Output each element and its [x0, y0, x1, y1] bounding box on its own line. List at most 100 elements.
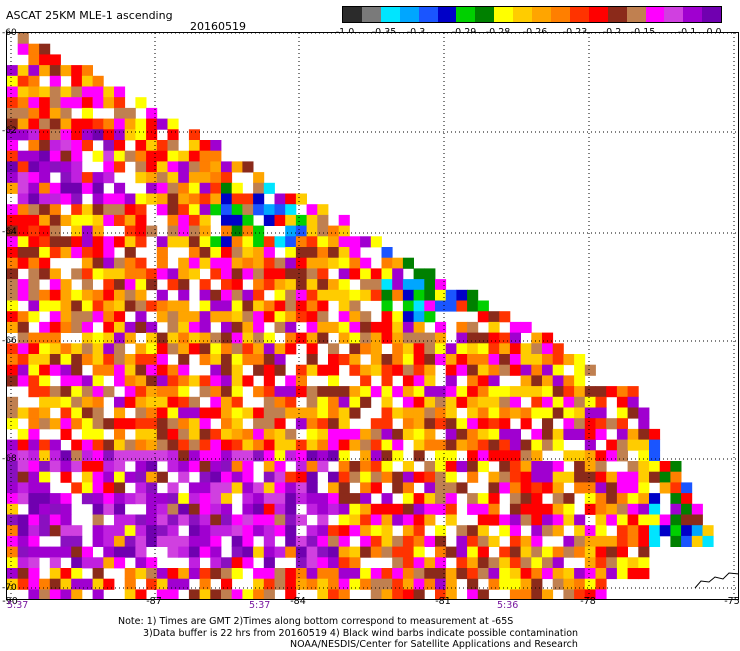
wind-cell: [402, 461, 414, 473]
wind-cell: [7, 493, 19, 505]
wind-cell: [178, 332, 190, 344]
wind-cell: [317, 311, 329, 323]
wind-cell: [392, 321, 404, 333]
wind-cell: [435, 546, 447, 558]
wind-cell: [509, 525, 521, 537]
wind-cell: [542, 375, 554, 387]
wind-cell: [178, 375, 190, 387]
wind-cell: [338, 439, 350, 451]
wind-cell: [199, 439, 211, 451]
wind-cell: [552, 503, 564, 515]
wind-cell: [124, 214, 136, 226]
wind-cell: [49, 129, 61, 141]
wind-cell: [124, 493, 136, 505]
wind-cell: [28, 257, 40, 269]
wind-cell: [477, 354, 489, 366]
wind-cell: [402, 589, 414, 599]
wind-cell: [114, 311, 126, 323]
wind-cell: [499, 568, 511, 580]
wind-cell: [210, 461, 222, 473]
wind-cell: [7, 375, 19, 387]
wind-cell: [574, 364, 586, 376]
wind-cell: [71, 236, 83, 248]
wind-cell: [135, 214, 147, 226]
wind-cell: [49, 578, 61, 590]
wind-cell: [435, 482, 447, 494]
wind-cell: [349, 257, 361, 269]
wind-cell: [360, 396, 372, 408]
wind-cell: [370, 471, 382, 483]
wind-cell: [60, 503, 72, 515]
wind-cell: [7, 75, 19, 87]
wind-cell: [488, 332, 500, 344]
wind-cell: [114, 428, 126, 440]
wind-cell: [124, 439, 136, 451]
wind-cell: [477, 396, 489, 408]
wind-cell: [285, 439, 297, 451]
wind-cell: [178, 289, 190, 301]
wind-cell: [659, 461, 671, 473]
wind-cell: [370, 418, 382, 430]
wind-cell: [39, 589, 51, 599]
wind-cell: [338, 589, 350, 599]
wind-cell: [210, 493, 222, 505]
wind-cell: [188, 535, 200, 547]
wind-cell: [71, 311, 83, 323]
wind-cell: [60, 386, 72, 398]
wind-cell: [253, 493, 265, 505]
wind-cell: [681, 482, 693, 494]
wind-cell: [28, 140, 40, 152]
wind-cell: [188, 311, 200, 323]
wind-cell: [28, 461, 40, 473]
wind-cell: [338, 471, 350, 483]
wind-cell: [231, 214, 243, 226]
wind-cell: [92, 247, 104, 259]
wind-cell: [156, 268, 168, 280]
wind-cell: [263, 428, 275, 440]
wind-cell: [488, 321, 500, 333]
wind-cell: [28, 546, 40, 558]
wind-cell: [188, 172, 200, 184]
wind-cell: [402, 493, 414, 505]
wind-cell: [60, 493, 72, 505]
wind-cell: [542, 589, 554, 599]
wind-cell: [146, 396, 158, 408]
wind-cell: [574, 375, 586, 387]
wind-cell: [360, 332, 372, 344]
wind-cell: [221, 300, 233, 312]
wind-cell: [488, 482, 500, 494]
wind-cell: [488, 450, 500, 462]
wind-cell: [381, 589, 393, 599]
wind-cell: [574, 471, 586, 483]
wind-cell: [242, 557, 254, 569]
wind-cell: [178, 150, 190, 162]
wind-cell: [306, 247, 318, 259]
wind-cell: [563, 375, 575, 387]
wind-cell: [435, 300, 447, 312]
wind-cell: [285, 503, 297, 515]
wind-cell: [328, 557, 340, 569]
wind-cell: [477, 546, 489, 558]
wind-cell: [392, 407, 404, 419]
wind-cell: [285, 450, 297, 462]
wind-cell: [467, 354, 479, 366]
wind-cell: [317, 525, 329, 537]
wind-cell: [306, 535, 318, 547]
wind-cell: [616, 493, 628, 505]
wind-cell: [563, 578, 575, 590]
wind-cell: [81, 439, 93, 451]
wind-cell: [413, 568, 425, 580]
wind-cell: [263, 375, 275, 387]
wind-cell: [349, 525, 361, 537]
colorbar-swatch: [532, 7, 551, 22]
wind-cell: [210, 386, 222, 398]
wind-cell: [28, 482, 40, 494]
wind-cell: [135, 279, 147, 291]
wind-cell: [156, 503, 168, 515]
wind-cell: [381, 493, 393, 505]
wind-cell: [349, 321, 361, 333]
wind-cell: [435, 493, 447, 505]
wind-cell: [231, 461, 243, 473]
wind-cell: [317, 589, 329, 599]
wind-cell: [488, 354, 500, 366]
